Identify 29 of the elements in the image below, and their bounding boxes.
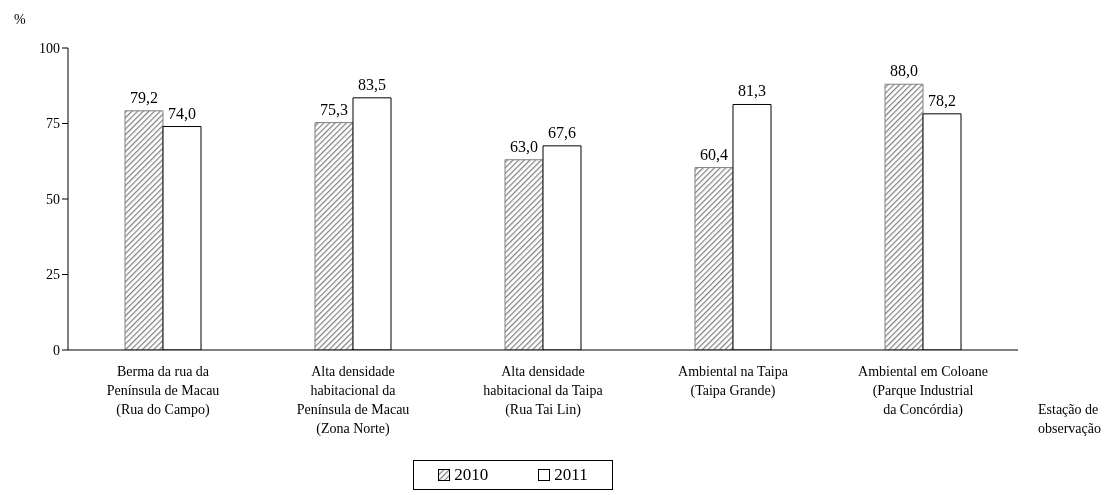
legend-label: 2010 <box>453 465 489 485</box>
y-tick-label: 50 <box>46 191 60 207</box>
data-label: 63,0 <box>510 137 538 155</box>
legend-label: 2011 <box>553 465 588 485</box>
data-label: 75,3 <box>320 100 348 118</box>
x-axis-title: Estação de observação <box>1038 401 1101 438</box>
data-label: 81,3 <box>738 82 766 100</box>
x-tick-label: Alta densidade habitacional da Taipa (Rua Tai Lin) <box>483 364 604 418</box>
x-tick-label: Berma da rua da Península de Macau (Rua do Campo) <box>106 364 220 418</box>
data-label: 78,2 <box>928 91 956 109</box>
bar <box>314 122 354 350</box>
bar <box>124 110 164 350</box>
data-label: 88,0 <box>890 62 918 80</box>
bar <box>694 167 734 350</box>
data-label: 60,4 <box>700 145 728 163</box>
bar <box>504 159 544 350</box>
y-tick-label: 75 <box>46 116 60 132</box>
data-label: 79,2 <box>130 88 158 106</box>
x-tick-label: Ambiental na Taipa (Taipa Grande) <box>678 364 789 399</box>
data-label: 74,0 <box>168 104 196 122</box>
bar <box>884 83 924 350</box>
x-tick-label: Ambiental em Coloane (Parque Industrial da Concórdia) <box>858 364 988 418</box>
y-axis-title: % <box>14 12 26 28</box>
x-tick-label: Alta densidade habitacional da Península de Macau (Zona Norte) <box>296 364 410 437</box>
y-tick-label: 25 <box>46 267 60 283</box>
data-label: 83,5 <box>358 75 386 93</box>
data-label: 67,6 <box>548 123 576 141</box>
y-tick-label: 0 <box>53 342 60 358</box>
y-tick-label: 100 <box>39 40 60 56</box>
